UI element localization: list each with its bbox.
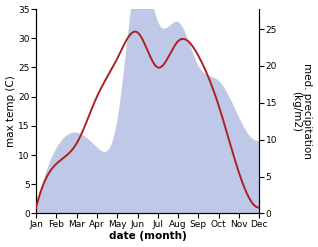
X-axis label: date (month): date (month) <box>109 231 187 242</box>
Y-axis label: med. precipitation
(kg/m2): med. precipitation (kg/m2) <box>291 63 313 159</box>
Y-axis label: max temp (C): max temp (C) <box>5 75 16 147</box>
